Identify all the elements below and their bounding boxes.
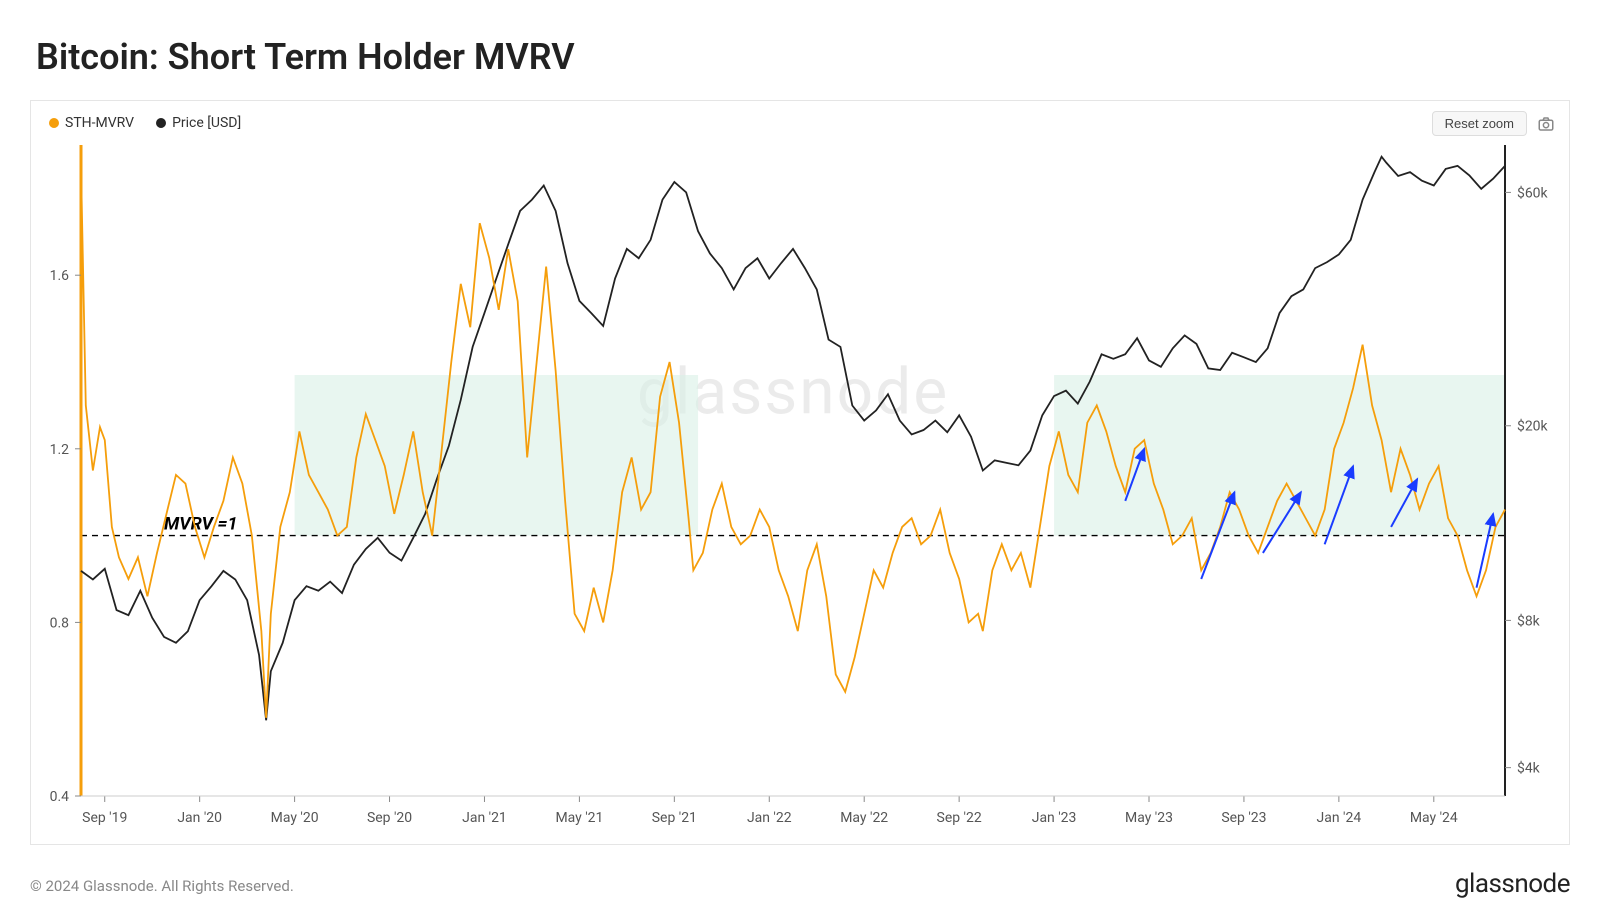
legend-item-sth: STH-MVRV	[49, 115, 134, 131]
svg-text:Sep '23: Sep '23	[1221, 810, 1266, 826]
plot-svg: MVRV =10.40.81.21.6$4k$8k$20k$60kSep '19…	[81, 145, 1505, 796]
chart-container: STH-MVRV Price [USD] Reset zoom glassnod…	[30, 100, 1570, 845]
legend-dot-price	[156, 118, 166, 128]
svg-text:Sep '22: Sep '22	[937, 810, 982, 826]
legend-dot-sth	[49, 118, 59, 128]
svg-text:May '20: May '20	[271, 810, 319, 826]
svg-text:Jan '21: Jan '21	[462, 810, 507, 826]
svg-text:$20k: $20k	[1517, 418, 1549, 435]
svg-text:0.8: 0.8	[50, 615, 70, 631]
svg-text:Sep '19: Sep '19	[82, 810, 127, 826]
legend-label-sth: STH-MVRV	[65, 115, 134, 131]
camera-icon[interactable]	[1537, 115, 1555, 133]
svg-text:$60k: $60k	[1517, 184, 1549, 201]
chart-toolbar: Reset zoom	[1432, 111, 1555, 136]
chart-title: Bitcoin: Short Term Holder MVRV	[36, 36, 575, 78]
svg-text:1.6: 1.6	[50, 268, 70, 284]
svg-text:Jan '22: Jan '22	[747, 810, 792, 826]
svg-text:Sep '20: Sep '20	[367, 810, 412, 826]
svg-text:Jan '23: Jan '23	[1032, 810, 1077, 826]
svg-text:May '23: May '23	[1125, 810, 1173, 826]
plot-area: glassnode MVRV =10.40.81.21.6$4k$8k$20k$…	[81, 145, 1505, 796]
legend: STH-MVRV Price [USD]	[49, 115, 241, 131]
footer-copyright: © 2024 Glassnode. All Rights Reserved.	[30, 877, 294, 895]
svg-text:1.2: 1.2	[50, 442, 70, 458]
svg-text:Jan '20: Jan '20	[177, 810, 222, 826]
svg-text:May '21: May '21	[555, 810, 603, 826]
footer-brand: glassnode	[1455, 869, 1570, 899]
legend-item-price: Price [USD]	[156, 115, 241, 131]
svg-text:$8k: $8k	[1517, 612, 1541, 629]
svg-text:0.4: 0.4	[50, 789, 70, 805]
svg-text:$4k: $4k	[1517, 760, 1541, 777]
svg-text:May '22: May '22	[840, 810, 888, 826]
reset-zoom-button[interactable]: Reset zoom	[1432, 111, 1527, 136]
svg-text:MVRV =1: MVRV =1	[164, 514, 237, 535]
legend-label-price: Price [USD]	[172, 115, 241, 131]
svg-text:May '24: May '24	[1410, 810, 1458, 826]
svg-text:Sep '21: Sep '21	[652, 810, 697, 826]
svg-text:Jan '24: Jan '24	[1317, 810, 1362, 826]
